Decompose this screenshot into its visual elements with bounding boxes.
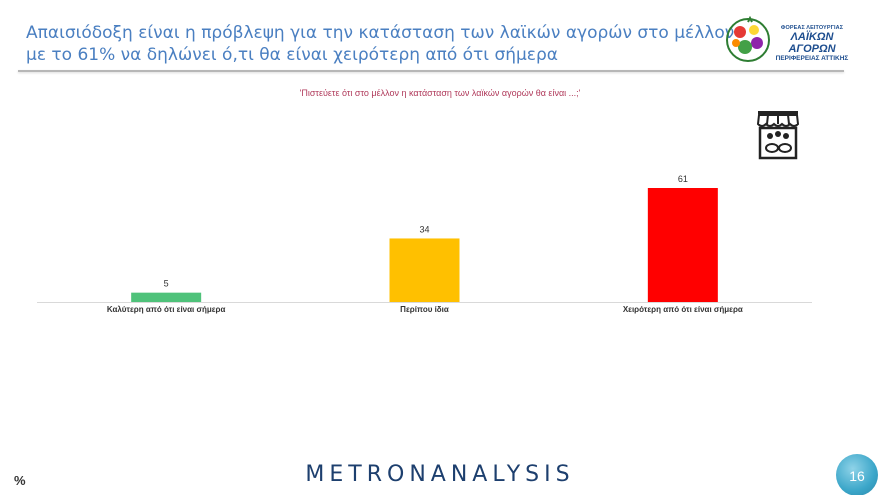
logo-line-1: ΦΟΡΕΑΣ ΛΕΙΤΟΥΡΓΙΑΣ <box>780 25 844 31</box>
bar-3 <box>647 188 718 302</box>
logo-line-3: ΠΕΡΙΦΕΡΕΙΑΣ ΑΤΤΙΚΗΣ <box>775 55 849 62</box>
data-label-1: 5 <box>164 279 169 289</box>
unit-label: % <box>14 473 26 488</box>
page-number: 16 <box>849 468 865 484</box>
market-stall-icon <box>756 111 800 160</box>
logo-line-2: ΛΑΪΚΩΝ ΑΓΟΡΩΝ <box>788 31 836 55</box>
produce-circle-logo-icon <box>726 16 770 62</box>
category-label-3: Χειρότερη από ότι είναι σήμερα <box>623 305 743 314</box>
page-number-badge: 16 <box>836 454 878 495</box>
data-label-2: 34 <box>419 224 429 234</box>
page-title-line-1: Απαισιόδοξη είναι η πρόβλεψη για την κατ… <box>26 23 735 43</box>
organization-logo: ΦΟΡΕΑΣ ΛΕΙΤΟΥΡΓΙΑΣ ΛΑΪΚΩΝ ΑΓΟΡΩΝ ΠΕΡΙΦΕΡ… <box>724 14 854 66</box>
survey-question: 'Πιστεύετε ότι στο μέλλον η κατάσταση τω… <box>299 88 581 98</box>
page-title-line-2: με το 61% να δηλώνει ό,τι θα είναι χειρό… <box>26 45 558 65</box>
category-label-1: Καλύτερη από ότι είναι σήμερα <box>107 305 226 314</box>
bar-2 <box>389 238 460 302</box>
category-label-2: Περίπου ίδια <box>400 305 449 314</box>
bar-1 <box>131 292 202 302</box>
title-divider <box>18 70 844 72</box>
brand-wordmark: METRONANALYSIS <box>305 462 575 487</box>
page-title: Απαισιόδοξη είναι η πρόβλεψη για την κατ… <box>26 22 735 66</box>
logo-wordmark: ΦΟΡΕΑΣ ΛΕΙΤΟΥΡΓΙΑΣ ΛΑΪΚΩΝ ΑΓΟΡΩΝ ΠΕΡΙΦΕΡ… <box>774 25 850 62</box>
data-label-3: 61 <box>678 174 688 184</box>
